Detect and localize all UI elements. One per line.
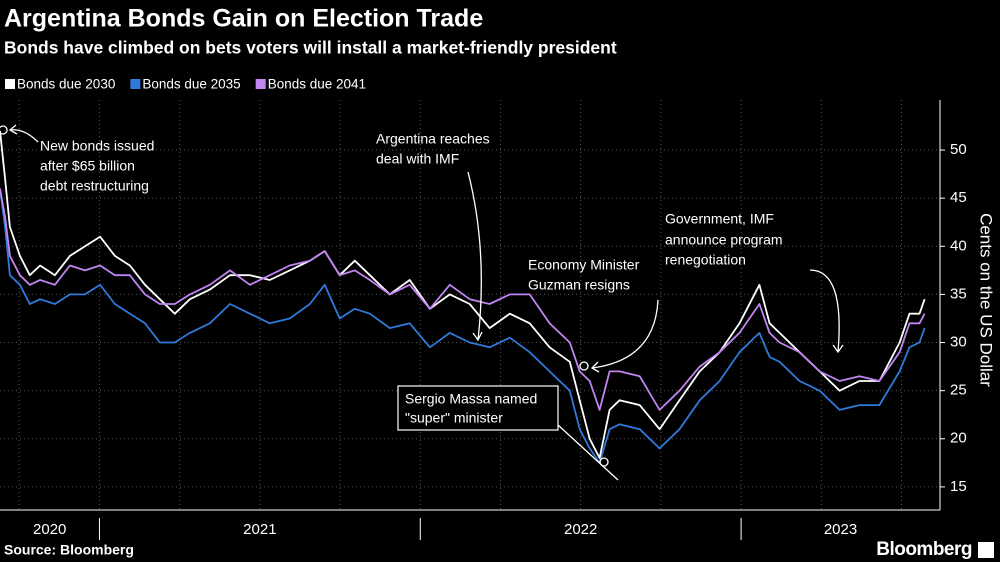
source: Source: Bloomberg xyxy=(4,542,134,558)
legend-label: Bonds due 2035 xyxy=(142,77,240,92)
annotation-text: New bonds issued xyxy=(40,138,154,154)
annotation-text: deal with IMF xyxy=(376,151,459,167)
arrow xyxy=(590,299,659,373)
x-tick-label: 2023 xyxy=(824,521,857,538)
legend-swatch xyxy=(5,79,15,89)
marker xyxy=(579,361,589,371)
y-tick-label: 15 xyxy=(950,478,967,495)
legend-label: Bonds due 2030 xyxy=(17,77,115,92)
marker xyxy=(599,457,609,467)
brand-icon xyxy=(978,542,994,558)
series-line xyxy=(0,188,926,411)
annotation-box xyxy=(397,385,559,431)
legend: Bonds due 2030 Bonds due 2035 Bonds due 20… xyxy=(5,77,366,92)
y-tick-label: 45 xyxy=(950,189,967,206)
annotations: New bonds issued after $65 billion debt … xyxy=(40,131,783,426)
y-tick-label: 25 xyxy=(950,382,967,399)
arrow xyxy=(8,124,39,143)
y-tick-label: 40 xyxy=(950,237,967,254)
y-tick-label: 30 xyxy=(950,334,967,351)
brand: Bloomberg xyxy=(876,539,972,560)
x-tick-label: 2021 xyxy=(243,521,276,538)
annotation-text: debt restructuring xyxy=(40,178,149,194)
annotation-arrows xyxy=(0,124,844,481)
legend-swatch xyxy=(255,79,266,89)
plot xyxy=(0,130,926,464)
annotation-text: Sergio Massa named xyxy=(405,391,537,407)
x-tick-label: 2020 xyxy=(33,521,66,538)
annotation-text: Guzman resigns xyxy=(528,277,630,293)
y-tick-label: 50 xyxy=(950,141,967,158)
annotation-text: Economy Minister xyxy=(528,257,640,273)
marker xyxy=(0,125,8,135)
x-tick-label: 2022 xyxy=(564,521,597,538)
annotation-text: Government, IMF xyxy=(665,211,774,227)
annotation-text: "super" minister xyxy=(405,410,503,426)
annotation-text: announce program xyxy=(665,232,783,248)
legend-swatch xyxy=(130,79,141,89)
annotation-text: renegotiation xyxy=(665,252,746,268)
annotation-text: after $65 billion xyxy=(40,158,135,174)
y-tick-label: 20 xyxy=(950,430,967,447)
y-tick-label: 35 xyxy=(950,285,967,302)
legend-label: Bonds due 2041 xyxy=(268,77,366,92)
arrow xyxy=(809,269,844,354)
series-line xyxy=(0,130,926,459)
annotation-text: Argentina reaches xyxy=(376,131,490,147)
grid: 15 20 25 30 35 40 45 50 2020 2021 2022 2023 xyxy=(0,100,967,540)
chart-title: Argentina Bonds Gain on Election Trade xyxy=(4,5,483,33)
chart-subtitle: Bonds have climbed on bets voters will i… xyxy=(4,38,617,58)
y-axis-label: Cents on the US Dollar xyxy=(977,213,996,387)
series-line xyxy=(0,188,926,464)
arrow xyxy=(557,424,619,481)
arrow xyxy=(467,171,483,342)
